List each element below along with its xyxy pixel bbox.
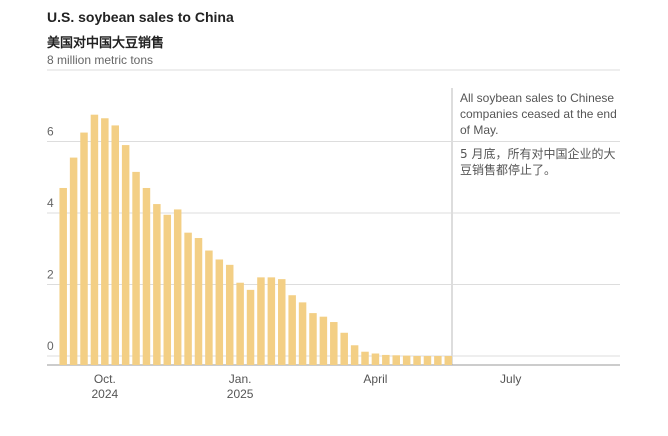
y-tick-label: 4 xyxy=(47,196,54,210)
bar xyxy=(423,356,432,365)
bar xyxy=(444,356,453,365)
bar xyxy=(361,351,369,365)
bar xyxy=(288,295,296,365)
y-tick-label: 6 xyxy=(47,125,54,139)
y-tick-label: 8 million metric tons xyxy=(47,53,153,67)
bar xyxy=(121,145,130,365)
bar xyxy=(132,171,140,365)
annotation-zh: 5 月底，所有对中国企业的大豆销售都停止了。 xyxy=(460,147,616,177)
bar xyxy=(90,114,99,365)
annotation: All soybean sales to Chinese companies c… xyxy=(460,91,617,137)
bar xyxy=(225,264,234,365)
bar xyxy=(194,238,203,365)
bar xyxy=(330,322,338,365)
bar xyxy=(101,118,109,365)
bar xyxy=(215,259,224,365)
bar xyxy=(80,132,88,365)
x-tick-label: April xyxy=(363,372,388,386)
bar xyxy=(392,355,400,365)
bar xyxy=(413,356,421,365)
bar xyxy=(319,316,328,365)
chart-subtitle: 美国对中国大豆销售 xyxy=(47,36,165,51)
bar xyxy=(382,354,390,365)
bar xyxy=(59,187,67,365)
bar xyxy=(163,214,172,365)
bar xyxy=(205,250,213,365)
bar xyxy=(236,282,244,365)
x-tick-label: July xyxy=(500,372,522,386)
bar xyxy=(142,187,151,365)
y-tick-label: 0 xyxy=(47,339,54,353)
bar xyxy=(111,125,119,365)
bar xyxy=(257,277,265,365)
bar xyxy=(298,302,307,365)
bar xyxy=(371,353,380,365)
y-tick-label: 2 xyxy=(47,268,54,282)
bar xyxy=(350,345,359,365)
bar xyxy=(173,209,182,365)
x-tick-label: Oct. 2024 xyxy=(91,372,119,401)
bar xyxy=(340,332,348,365)
chart-title: U.S. soybean sales to China xyxy=(47,9,234,25)
bar xyxy=(184,232,192,365)
bar xyxy=(278,279,286,365)
bar xyxy=(402,355,411,365)
bar xyxy=(267,277,276,365)
x-tick-label: Jan. 2025 xyxy=(226,372,254,401)
bar xyxy=(246,289,255,365)
bar xyxy=(434,356,442,365)
bar xyxy=(153,204,161,365)
bar xyxy=(309,313,317,365)
bar xyxy=(69,157,78,365)
